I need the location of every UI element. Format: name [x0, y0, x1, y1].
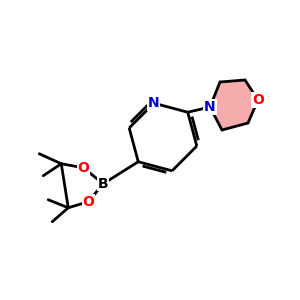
- Text: O: O: [252, 93, 264, 107]
- Text: O: O: [82, 195, 94, 209]
- Polygon shape: [210, 80, 258, 130]
- Text: B: B: [98, 177, 109, 191]
- Text: N: N: [204, 100, 216, 114]
- Text: N: N: [148, 96, 160, 110]
- Text: O: O: [77, 161, 89, 175]
